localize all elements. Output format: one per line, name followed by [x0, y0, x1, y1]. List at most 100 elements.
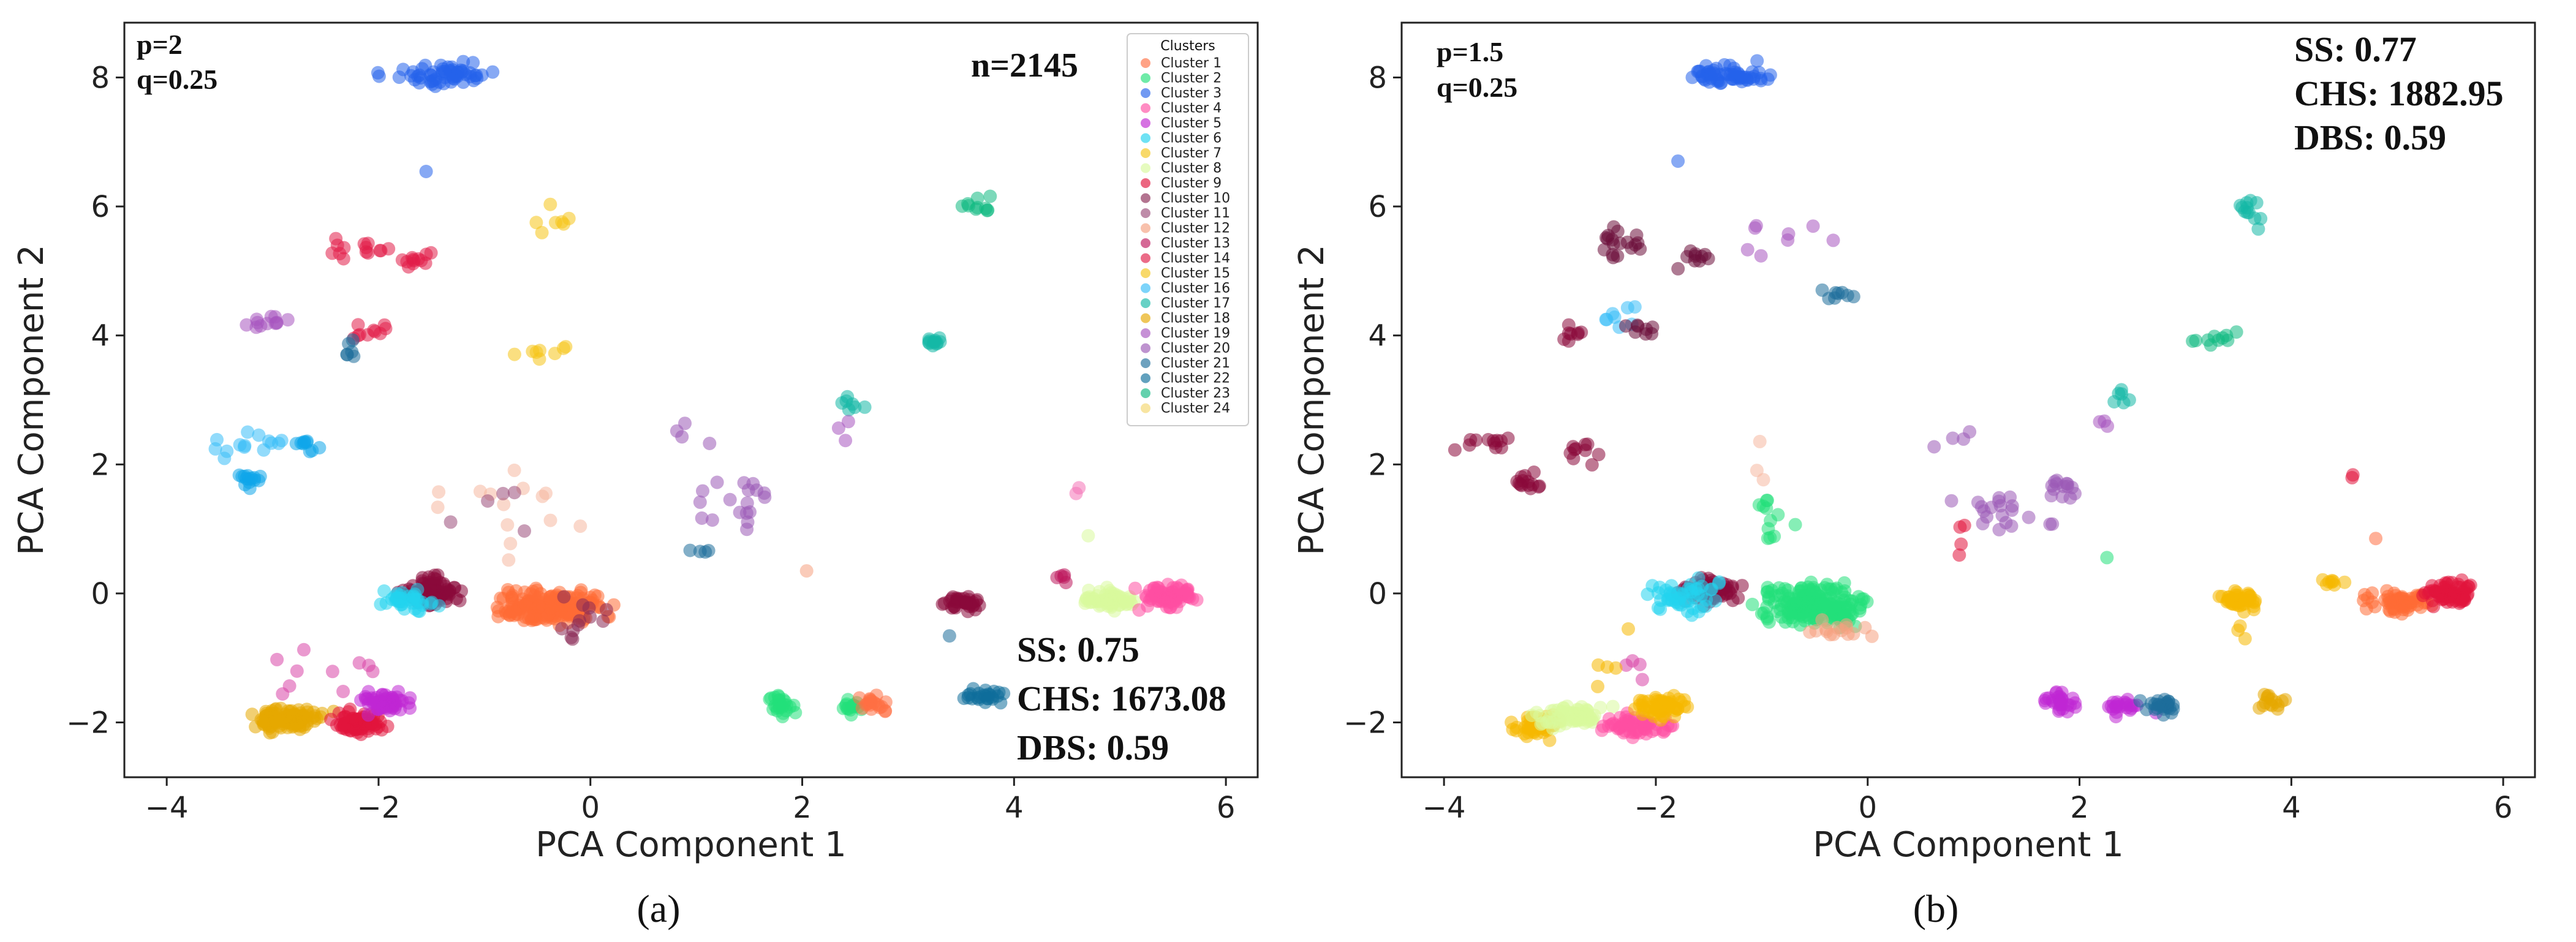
data-point-a [935, 597, 950, 611]
y-axis-title-b: PCA Component 2 [1292, 244, 1332, 556]
data-point-a [776, 706, 790, 720]
legend-marker [1141, 373, 1150, 383]
legend-entry: Cluster 8 [1161, 161, 1222, 176]
data-point-b [1946, 431, 1960, 445]
metric-chs-a: CHS: 1673.08 [1017, 679, 1226, 718]
data-point-b [1818, 581, 1832, 595]
data-point-a [507, 486, 521, 500]
data-point-a [346, 333, 360, 347]
data-point-b [1846, 290, 1860, 304]
param-p-b: p=1.5 [1437, 36, 1503, 67]
data-point-b [2114, 383, 2128, 397]
data-point-a [923, 336, 937, 350]
data-point-b [1628, 702, 1642, 716]
legend-entry: Cluster 13 [1161, 236, 1230, 251]
data-point-a [519, 597, 533, 611]
data-point-a [456, 55, 470, 69]
data-point-a [425, 595, 439, 609]
data-point-a [336, 685, 350, 698]
data-point-b [1699, 59, 1713, 73]
data-point-b [1992, 494, 2006, 508]
data-point-a [980, 203, 994, 217]
y-tick-label-a: 2 [91, 448, 110, 482]
data-point-a [529, 216, 543, 230]
data-point-a [863, 693, 877, 707]
data-point-b [1671, 598, 1685, 612]
data-point-b [1694, 249, 1709, 263]
data-point-b [2110, 705, 2124, 719]
data-point-b [1705, 582, 1719, 596]
x-tick-label-a: 6 [1217, 791, 1236, 825]
data-point-a [740, 496, 754, 510]
data-point-a [241, 425, 255, 439]
data-point-a [772, 690, 786, 704]
data-point-b [1788, 518, 1802, 532]
legend-entry: Cluster 21 [1161, 356, 1230, 371]
data-point-a [380, 719, 395, 733]
data-point-a [431, 500, 445, 514]
data-point-b [1649, 700, 1663, 714]
data-point-a [296, 437, 310, 451]
data-point-b [1525, 709, 1539, 722]
y-tick-label-a: −2 [66, 706, 110, 740]
legend-marker [1141, 313, 1150, 323]
data-point-a [220, 444, 234, 458]
data-point-b [2045, 517, 2060, 531]
data-point-b [1927, 440, 1941, 454]
legend-entry: Cluster 12 [1161, 221, 1230, 236]
data-point-a [504, 537, 518, 551]
data-point-b [1689, 582, 1703, 596]
legend-entry: Cluster 17 [1161, 296, 1230, 311]
legend-entry: Cluster 15 [1161, 266, 1230, 281]
data-point-a [208, 442, 222, 456]
data-point-a [351, 318, 365, 332]
data-point-b [1722, 584, 1736, 598]
data-point-b [1620, 235, 1634, 249]
y-tick-label-a: 6 [91, 190, 110, 224]
data-point-a [543, 601, 557, 615]
data-point-a [845, 700, 859, 714]
data-point-a [432, 485, 446, 499]
legend-entry: Cluster 7 [1161, 146, 1222, 161]
x-tick-label-b: 2 [2070, 791, 2089, 825]
data-point-b [2455, 573, 2469, 587]
y-tick-label-b: −2 [1343, 706, 1387, 740]
data-point-b [1633, 657, 1647, 671]
legend-title: Clusters [1160, 39, 1215, 54]
data-point-a [329, 232, 343, 246]
n-label-a: n=2145 [971, 47, 1078, 85]
data-point-b [1752, 498, 1766, 512]
data-point-b [1653, 581, 1667, 594]
data-point-a [566, 603, 580, 617]
plot-area-b [1400, 21, 2536, 778]
data-point-b [1535, 716, 1549, 730]
legend-marker [1141, 133, 1150, 143]
data-point-b [1661, 593, 1675, 608]
param-q-a: q=0.25 [137, 64, 217, 95]
y-tick-label-b: 4 [1368, 319, 1387, 353]
data-point-b [2251, 222, 2265, 236]
data-point-a [695, 511, 709, 525]
data-point-b [1592, 448, 1606, 462]
data-point-a [1182, 590, 1196, 605]
data-point-a [705, 513, 719, 527]
data-point-a [361, 685, 376, 699]
data-point-b [1680, 250, 1694, 264]
legend-marker [1141, 253, 1150, 263]
data-point-a [942, 629, 956, 643]
param-q-b: q=0.25 [1437, 72, 1517, 103]
data-point-a [533, 344, 546, 358]
data-point-b [2186, 334, 2200, 348]
data-point-b [1630, 228, 1644, 242]
data-point-a [424, 246, 438, 260]
data-point-a [842, 402, 856, 416]
legend-entry: Cluster 14 [1161, 251, 1230, 266]
data-point-a [599, 603, 613, 617]
data-point-a [557, 590, 571, 604]
data-point-a [281, 313, 295, 327]
data-point-b [1577, 708, 1591, 722]
data-point-b [1671, 262, 1685, 276]
data-point-a [290, 664, 304, 678]
data-point-a [496, 592, 510, 606]
data-point-a [518, 524, 531, 538]
